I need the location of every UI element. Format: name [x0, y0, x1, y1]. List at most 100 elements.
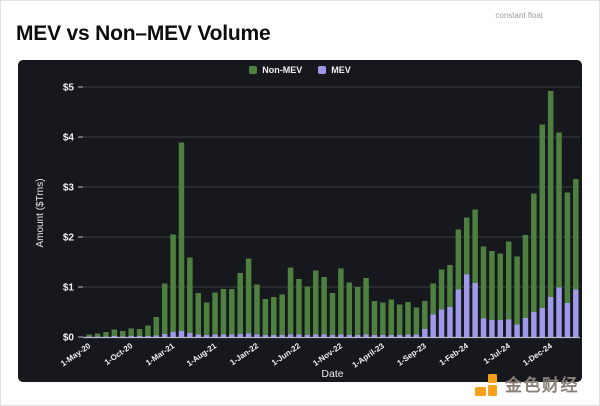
- y-tick-label: $2: [63, 233, 75, 244]
- bar-non-mev-Mar-24: [472, 209, 478, 283]
- bar-non-mev-May-22: [287, 267, 294, 335]
- bar-mev-Jun-24: [497, 320, 504, 337]
- bar-mev-Sep-22: [321, 334, 327, 337]
- bar-mev-May-24: [489, 320, 495, 337]
- bar-mev-Aug-24: [514, 324, 520, 337]
- x-tick-label: 1-April-23: [351, 341, 387, 370]
- bar-non-mev-Nov-20: [136, 329, 143, 336]
- bar-non-mev-Sep-21: [220, 289, 227, 335]
- bar-mev-Dec-21: [245, 333, 252, 337]
- bar-non-mev-Jun-23: [396, 304, 403, 335]
- bar-non-mev-Nov-24: [539, 124, 545, 308]
- bar-non-mev-Jul-21: [203, 302, 210, 335]
- bar-non-mev-Oct-24: [531, 193, 537, 312]
- bar-mev-May-21: [187, 333, 193, 337]
- x-tick-label: 1-Jun-22: [270, 341, 303, 368]
- bar-non-mev-Jul-22: [304, 286, 311, 335]
- bar-mev-May-23: [388, 335, 394, 337]
- x-tick-label: 1-Dec-24: [521, 341, 554, 368]
- bar-mev-Jan-21: [153, 335, 160, 337]
- bar-non-mev-May-24: [489, 251, 495, 320]
- bar-mev-Oct-23: [430, 314, 436, 337]
- bar-non-mev-Aug-22: [312, 270, 319, 335]
- bar-non-mev-Jun-24: [497, 253, 504, 320]
- page-title: MEV vs Non–MEV Volume: [16, 22, 271, 46]
- bar-mev-May-22: [287, 334, 294, 337]
- bar-non-mev-Sep-20: [120, 331, 126, 337]
- bar-mev-Jul-20: [103, 336, 109, 338]
- bar-non-mev-Oct-22: [329, 293, 336, 335]
- bar-non-mev-Apr-24: [480, 246, 487, 319]
- x-tick-label: 1-May-20: [59, 341, 93, 368]
- bar-mev-Feb-24: [463, 274, 470, 337]
- bar-mev-Sep-21: [220, 334, 227, 337]
- bar-mev-Aug-22: [312, 334, 319, 337]
- bar-non-mev-Jan-24: [455, 229, 462, 290]
- y-axis-title: Amount ($Trns): [35, 178, 46, 248]
- legend-item-mev[interactable]: MEV: [318, 65, 351, 75]
- bar-non-mev-Jul-23: [405, 302, 411, 335]
- bar-non-mev-Oct-21: [229, 289, 235, 335]
- bar-mev-Sep-23: [422, 329, 428, 337]
- x-tick-label: 1-Jul-24: [482, 341, 512, 366]
- bar-mev-Jan-23: [354, 335, 361, 337]
- legend-item-non-mev[interactable]: Non-MEV: [249, 65, 302, 75]
- bar-non-mev-Aug-21: [212, 292, 218, 335]
- bar-mev-Feb-22: [262, 335, 269, 337]
- bar-mev-Nov-20: [136, 336, 143, 337]
- bar-mev-Dec-24: [547, 297, 554, 337]
- bar-non-mev-Sep-23: [422, 301, 428, 329]
- bar-mev-Jan-24: [455, 289, 462, 337]
- bar-mev-Nov-22: [338, 334, 344, 337]
- bar-mev-Jul-21: [203, 335, 210, 337]
- bar-non-mev-Aug-20: [111, 329, 118, 336]
- bar-non-mev-Mar-22: [271, 297, 277, 335]
- bar-non-mev-Oct-23: [430, 283, 436, 315]
- bar-non-mev-Nov-23: [438, 269, 445, 310]
- y-tick-label: $0: [63, 333, 75, 344]
- bar-mev-Jul-22: [304, 335, 311, 337]
- jinse-logo-icon: [475, 374, 497, 396]
- bar-non-mev-Dec-22: [346, 282, 353, 335]
- watermark-text: 金色财经: [505, 376, 579, 395]
- bar-mev-Jun-20: [94, 336, 101, 338]
- bar-non-mev-May-20: [86, 334, 92, 337]
- bar-mev-Jun-22: [296, 334, 302, 337]
- bar-non-mev-Dec-20: [145, 325, 151, 336]
- y-tick-label: $3: [63, 183, 75, 194]
- y-tick-label: $5: [63, 83, 75, 94]
- bar-mev-Jun-23: [396, 335, 403, 337]
- bar-mev-Aug-23: [413, 334, 420, 337]
- bar-non-mev-Jan-23: [354, 287, 361, 335]
- bar-mev-May-20: [86, 336, 92, 338]
- x-axis-title: Date: [321, 368, 344, 380]
- bar-non-mev-Dec-24: [547, 91, 554, 297]
- bar-mev-Apr-23: [380, 335, 386, 337]
- bar-mev-Aug-20: [111, 336, 118, 337]
- constant-float-note: constant float: [495, 11, 543, 20]
- bar-mev-Jan-25: [556, 287, 562, 337]
- bar-mev-Oct-20: [128, 336, 134, 337]
- bar-mev-Aug-21: [212, 334, 218, 337]
- bar-non-mev-Sep-24: [522, 235, 529, 318]
- chart-panel: $0 $1 $2 $3 $4 $5 1-May-20 1-Oct-20 1-Mar-21 1-Au…: [18, 60, 582, 382]
- chart-legend: Non-MEV MEV: [18, 65, 582, 75]
- bar-non-mev-Jun-20: [94, 333, 101, 337]
- bar-non-mev-Jan-25: [556, 132, 562, 288]
- bar-mev-Mar-22: [271, 335, 277, 337]
- bar-non-mev-Jun-21: [195, 293, 202, 335]
- x-tick-label: 1-Aug-21: [185, 341, 219, 368]
- bar-mev-Feb-25: [564, 303, 571, 337]
- legend-label-non-mev: Non-MEV: [262, 65, 303, 75]
- bar-mev-Mar-25: [573, 289, 579, 337]
- bar-non-mev-Dec-23: [447, 265, 453, 307]
- bar-non-mev-Sep-22: [321, 277, 327, 335]
- bar-mev-Jul-23: [405, 334, 411, 337]
- legend-swatch-non-mev: [249, 66, 258, 74]
- bar-non-mev-May-23: [388, 299, 394, 335]
- legend-label-mev: MEV: [331, 65, 351, 75]
- bar-non-mev-Mar-23: [371, 301, 378, 335]
- bar-non-mev-May-21: [187, 257, 193, 333]
- bar-non-mev-Oct-20: [128, 328, 134, 336]
- bar-non-mev-Jul-20: [103, 332, 109, 337]
